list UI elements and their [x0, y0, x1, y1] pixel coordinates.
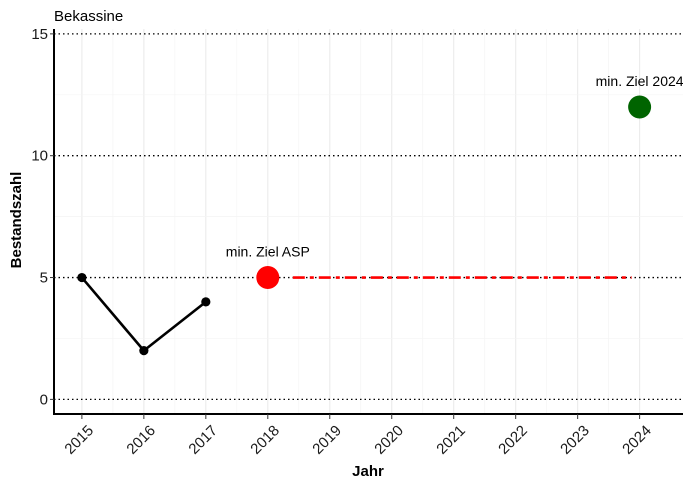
axes [53, 29, 683, 415]
y-tick-label: 0 [40, 391, 48, 408]
x-tick-label: 2016 [123, 422, 159, 458]
reference-lines [54, 33, 683, 401]
x-tick-label: 2017 [185, 422, 221, 458]
y-tick-label: 15 [31, 26, 48, 43]
data-point-observed [139, 346, 149, 356]
data-layer: min. Ziel ASP min. Ziel 2024 [77, 73, 683, 356]
chart-title: Bekassine [54, 8, 123, 25]
x-tick-label: 2018 [247, 422, 283, 458]
tick-labels: 0 5 10 15 2015 2016 2017 2018 2019 2020 2021 2022 20… [31, 26, 654, 458]
x-tick-label: 2024 [619, 422, 655, 458]
data-point-observed [201, 297, 211, 307]
target-annotation: min. Ziel ASP [226, 244, 310, 260]
data-point-observed [77, 272, 87, 283]
y-tick-label: 10 [31, 148, 48, 165]
target-point [628, 95, 652, 119]
y-axis-title: Bestandszahl [8, 172, 25, 269]
y-tick-label: 5 [40, 270, 48, 287]
x-tick-label: 2021 [433, 422, 469, 458]
target-point [256, 266, 280, 290]
x-tick-label: 2019 [309, 422, 345, 458]
x-tick-label: 2022 [495, 422, 531, 458]
x-axis-title: Jahr [352, 463, 384, 480]
target-annotation: min. Ziel 2024 [596, 73, 683, 89]
grid-layer [54, 29, 683, 414]
x-tick-label: 2020 [371, 422, 407, 458]
x-tick-label: 2023 [557, 422, 593, 458]
x-tick-label: 2015 [61, 422, 97, 458]
